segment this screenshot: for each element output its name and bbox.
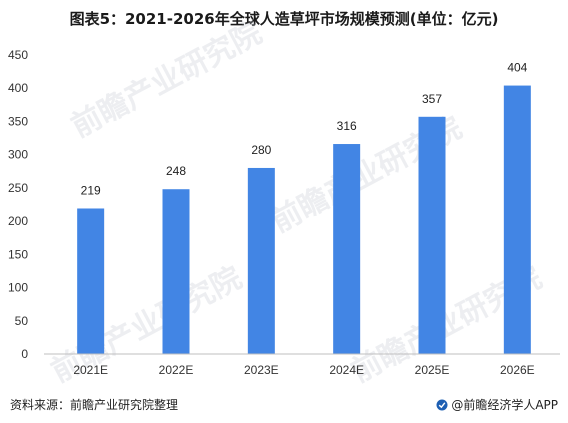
bar [247, 167, 275, 354]
bars-group [77, 85, 531, 354]
y-tick-label: 100 [8, 281, 28, 295]
x-tick-label: 2025E [415, 363, 450, 377]
y-tick-label: 200 [8, 214, 28, 228]
data-label: 280 [251, 143, 271, 157]
y-tick-label: 150 [8, 247, 28, 261]
bar [418, 116, 446, 354]
bar [503, 85, 531, 354]
bar [77, 208, 105, 354]
y-axis: 0 50 100 150 200 250 300 350 400 450 [8, 48, 28, 361]
x-tick-label: 2026E [500, 363, 535, 377]
x-tick-label: 2023E [244, 363, 279, 377]
y-tick-label: 250 [8, 181, 28, 195]
y-tick-label: 50 [15, 314, 29, 328]
y-tick-label: 400 [8, 81, 28, 95]
x-axis: 2021E 2022E 2023E 2024E 2025E 2026E [73, 363, 534, 377]
y-tick-label: 350 [8, 114, 28, 128]
data-label: 219 [81, 183, 101, 197]
data-label: 248 [166, 164, 186, 178]
data-labels-group: 219 248 280 316 357 404 [81, 61, 528, 198]
bar [333, 144, 361, 354]
y-tick-label: 450 [8, 48, 28, 62]
data-label: 357 [422, 92, 442, 106]
y-tick-label: 300 [8, 148, 28, 162]
data-label: 404 [507, 61, 527, 75]
x-tick-label: 2024E [329, 363, 364, 377]
qianzhan-logo-icon [436, 399, 448, 410]
bar [162, 189, 190, 354]
y-tick-label: 0 [21, 347, 28, 361]
app-credit-text: @前瞻经济学人APP [451, 398, 558, 412]
chart-title: 图表5：2021-2026年全球人造草坪市场规模预测(单位：亿元) [69, 10, 499, 28]
app-credit: @前瞻经济学人APP [436, 396, 558, 413]
source-note: 资料来源：前瞻产业研究院整理 [10, 398, 179, 412]
data-label: 316 [337, 119, 357, 133]
x-tick-label: 2022E [159, 363, 194, 377]
x-tick-label: 2021E [73, 363, 108, 377]
